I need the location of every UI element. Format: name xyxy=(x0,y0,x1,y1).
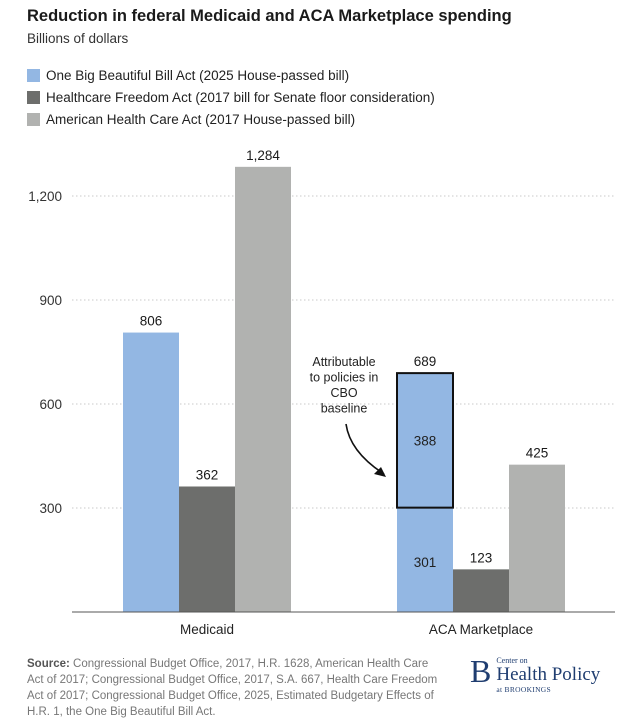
logo-top-text: Center on xyxy=(496,656,528,665)
data-label-medicaid-obbba: 806 xyxy=(140,314,163,329)
legend-swatch-hfa xyxy=(27,90,40,104)
annotation-line-1: Attributable xyxy=(312,355,375,369)
logo-letter: B xyxy=(470,653,492,689)
chart-subtitle: Billions of dollars xyxy=(27,31,129,46)
legend-swatch-ahca xyxy=(27,112,40,126)
bar-medicaid-hfa xyxy=(179,486,235,612)
legend-item-hfa: Healthcare Freedom Act (2017 bill for Se… xyxy=(27,86,435,108)
bar-medicaid-ahca xyxy=(235,166,291,612)
data-label-aca-marketplace-obbba: 689 xyxy=(414,354,437,369)
bar-aca-marketplace-hfa xyxy=(453,569,509,612)
logo-main-text: Health Policy xyxy=(496,664,601,685)
segment-label-base: 301 xyxy=(414,555,437,570)
legend-item-obbba: One Big Beautiful Bill Act (2025 House-p… xyxy=(27,64,435,86)
y-tick-label-300: 300 xyxy=(39,501,62,516)
legend-swatch-obbba xyxy=(27,68,40,82)
x-tick-label-aca-marketplace: ACA Marketplace xyxy=(429,622,533,637)
brookings-logo: B Center on Health Policy at BROOKINGS xyxy=(470,653,601,694)
data-label-medicaid-hfa: 362 xyxy=(196,467,219,482)
legend-label-obbba: One Big Beautiful Bill Act (2025 House-p… xyxy=(46,67,350,83)
source-label: Source: xyxy=(27,658,70,670)
segment-label-box: 388 xyxy=(414,433,437,448)
y-tick-label-600: 600 xyxy=(39,397,62,412)
bar-aca-marketplace-ahca xyxy=(509,464,565,612)
legend-item-ahca: American Health Care Act (2017 House-pas… xyxy=(27,108,435,130)
annotation-line-3: CBO xyxy=(330,386,357,400)
source-text: Congressional Budget Office, 2017, H.R. … xyxy=(27,658,438,718)
source-note: Source: Congressional Budget Office, 201… xyxy=(27,656,447,720)
annotation-line-4: baseline xyxy=(321,402,368,416)
data-label-medicaid-ahca: 1,284 xyxy=(246,148,280,163)
logo-bottom-text: at BROOKINGS xyxy=(496,685,551,694)
bar-aca-obbba-boxed-segment xyxy=(396,372,454,509)
annotation-arrow xyxy=(345,423,385,475)
data-label-aca-marketplace-hfa: 123 xyxy=(470,550,493,565)
bar-chart: 300 600 900 1,200 806 301 388 689 362 123 1,284 425… xyxy=(28,148,615,637)
x-tick-label-medicaid: Medicaid xyxy=(180,622,234,637)
legend: One Big Beautiful Bill Act (2025 House-p… xyxy=(27,64,435,130)
bar-medicaid-obbba xyxy=(123,332,179,612)
annotation-line-2: to policies in xyxy=(310,371,379,385)
y-tick-label-1200: 1,200 xyxy=(28,189,62,204)
y-tick-label-900: 900 xyxy=(39,293,62,308)
chart-title: Reduction in federal Medicaid and ACA Ma… xyxy=(27,7,512,25)
data-label-aca-marketplace-ahca: 425 xyxy=(526,446,549,461)
legend-label-ahca: American Health Care Act (2017 House-pas… xyxy=(46,111,356,127)
legend-label-hfa: Healthcare Freedom Act (2017 bill for Se… xyxy=(46,89,435,105)
annotation-arrowhead xyxy=(374,467,386,477)
bar-aca-obbba-base-segment xyxy=(397,507,453,612)
